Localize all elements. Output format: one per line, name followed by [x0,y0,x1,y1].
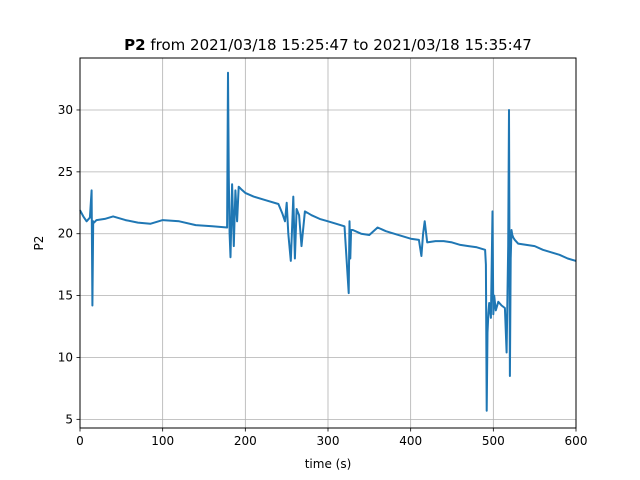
y-tick-label: 30 [58,103,73,117]
y-tick-label: 10 [58,350,73,364]
x-tick-label: 300 [317,434,340,448]
x-tick-label: 500 [482,434,505,448]
x-tick-label: 0 [76,434,84,448]
axis-ticks: 0 100 200 300 400 500 600 5 10 15 20 25 30 [58,103,588,448]
x-axis-label: time (s) [305,457,352,471]
grid-lines [79,58,577,428]
x-tick-label: 200 [234,434,257,448]
chart-title-rest: from 2021/03/18 15:25:47 to 2021/03/18 1… [146,36,532,54]
y-tick-label: 5 [65,412,73,426]
chart-title-bold: P2 [124,36,145,54]
x-tick-label: 100 [151,434,174,448]
y-tick-label: 15 [58,289,73,303]
y-tick-label: 25 [58,165,73,179]
x-tick-label: 400 [399,434,422,448]
y-tick-label: 20 [58,227,73,241]
series-layer [79,71,577,412]
series-line-p2 [79,71,577,412]
y-axis-label: P2 [32,236,46,251]
x-tick-label: 600 [565,434,588,448]
chart-title: P2 from 2021/03/18 15:25:47 to 2021/03/1… [124,36,532,54]
